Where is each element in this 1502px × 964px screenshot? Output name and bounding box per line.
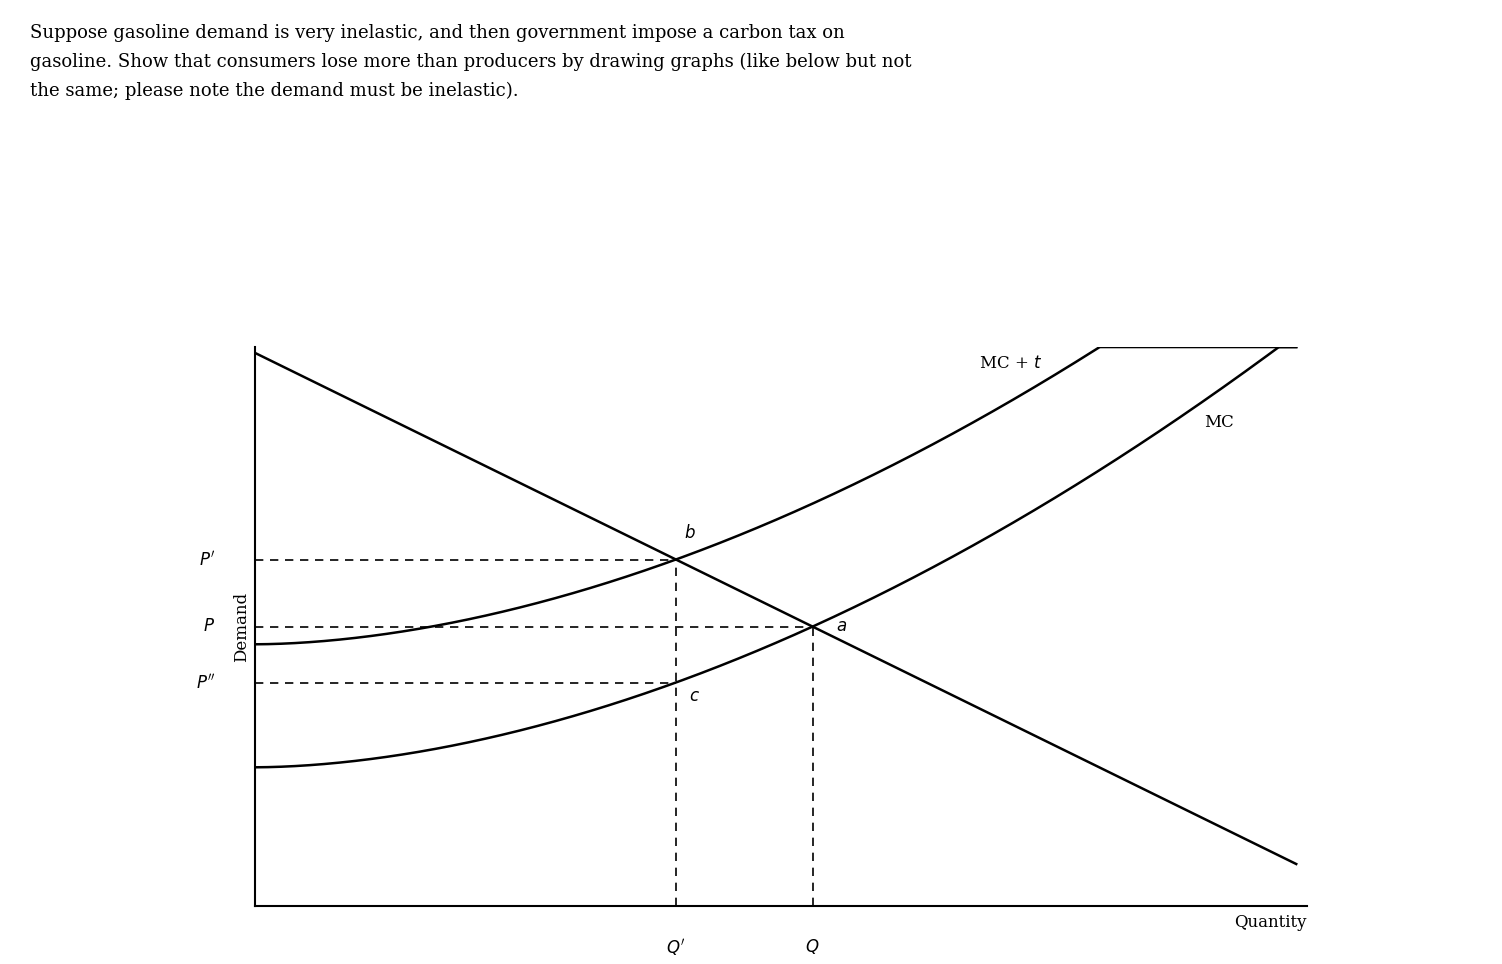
Text: $Q'$: $Q'$ (667, 937, 685, 958)
Text: $b$: $b$ (685, 523, 695, 542)
Text: $P''$: $P''$ (195, 673, 215, 692)
Y-axis label: Demand: Demand (233, 592, 249, 661)
Text: MC + $t$: MC + $t$ (979, 355, 1042, 372)
Text: gasoline. Show that consumers lose more than producers by drawing graphs (like b: gasoline. Show that consumers lose more … (30, 53, 912, 71)
Text: the same; please note the demand must be inelastic).: the same; please note the demand must be… (30, 82, 518, 100)
Text: $c$: $c$ (688, 688, 700, 705)
Text: $Q$: $Q$ (805, 937, 820, 956)
Text: $P$: $P$ (203, 618, 215, 635)
Text: Suppose gasoline demand is very inelastic, and then government impose a carbon t: Suppose gasoline demand is very inelasti… (30, 24, 844, 42)
X-axis label: Quantity: Quantity (1235, 915, 1307, 931)
Text: MC: MC (1205, 414, 1233, 431)
Text: $a$: $a$ (835, 618, 847, 635)
Text: $P'$: $P'$ (200, 550, 215, 569)
